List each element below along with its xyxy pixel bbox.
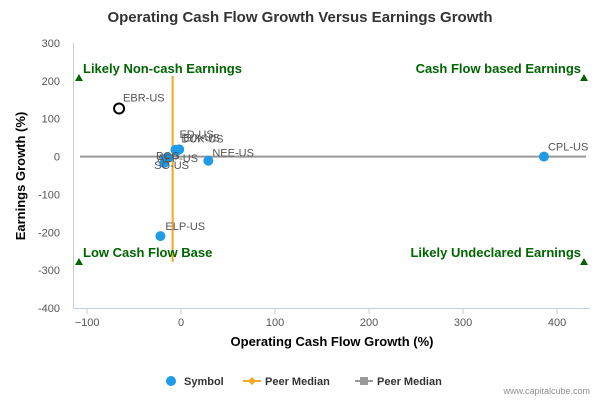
quadrant-labels: Likely Non-cash Earnings Cash Flow based …	[75, 61, 588, 265]
data-point-label: ELP-US	[165, 221, 205, 233]
y-tick-label: -400	[38, 303, 60, 315]
y-tick-label: 100	[42, 114, 60, 126]
legend-item-peer-median-y[interactable]: Peer Median	[377, 376, 442, 388]
data-point-label: ED-US	[179, 129, 213, 141]
quadrant-label-bottom-left: Low Cash Flow Base	[83, 245, 212, 260]
x-axis-ticks: −100 0 100 200 300 400	[75, 308, 566, 329]
data-point[interactable]	[155, 231, 166, 242]
quadrant-label-top-left: Likely Non-cash Earnings	[83, 61, 242, 76]
x-tick-label: 0	[178, 317, 184, 329]
quadrant-label-bottom-right: Likely Undeclared Earnings	[410, 245, 581, 260]
x-tick-label: 400	[548, 317, 566, 329]
y-tick-label: -100	[38, 189, 60, 201]
y-tick-label: 200	[42, 76, 60, 88]
y-tick-label: -200	[38, 227, 60, 239]
credit-text: www.capitalcube.com	[502, 386, 590, 396]
quadrant-marker-bottom-right	[580, 258, 588, 265]
y-axis-title: Earnings Growth (%)	[13, 112, 28, 241]
legend-item-peer-median-x[interactable]: Peer Median	[265, 376, 330, 388]
data-point-label: AEP-US	[157, 153, 198, 165]
legend-symbol-marker	[166, 376, 176, 386]
data-point-label: SO-US	[154, 160, 189, 172]
legend: Symbol Peer Median Peer Median	[166, 376, 442, 388]
legend-square-marker	[360, 377, 368, 385]
x-tick-label: −100	[75, 317, 100, 329]
x-axis-title: Operating Cash Flow Growth (%)	[231, 334, 434, 349]
y-tick-label: -300	[38, 265, 60, 277]
legend-diamond-marker	[248, 377, 256, 385]
quadrant-label-top-right: Cash Flow based Earnings	[416, 61, 581, 76]
data-point-label: PCG	[156, 151, 180, 163]
highlight-point[interactable]	[113, 102, 126, 115]
legend-item-symbol[interactable]: Symbol	[184, 376, 224, 388]
data-point[interactable]	[203, 155, 214, 166]
data-point[interactable]	[170, 144, 181, 155]
x-tick-label: 200	[360, 317, 378, 329]
chart-title: Operating Cash Flow Growth Versus Earnin…	[107, 9, 492, 26]
x-tick-label: 100	[266, 317, 284, 329]
highlight-point-label: EBR-US	[123, 92, 165, 104]
y-tick-label: 0	[54, 152, 60, 164]
quadrant-marker-top-left	[75, 74, 83, 81]
data-point[interactable]	[159, 158, 170, 169]
data-point-label: CPL-US	[548, 142, 588, 154]
data-point[interactable]	[538, 151, 549, 162]
quadrant-marker-top-right	[580, 74, 588, 81]
data-point-label: DUK-US	[181, 134, 223, 146]
data-point-label: EIX-US	[183, 132, 220, 144]
y-axis-ticks: -400 -300 -200 -100 0 100 200 300	[38, 38, 74, 315]
data-point-label: NEE-US	[212, 148, 254, 160]
quadrant-marker-bottom-left	[75, 258, 83, 265]
x-tick-label: 300	[454, 317, 472, 329]
y-tick-label: 300	[42, 38, 60, 50]
